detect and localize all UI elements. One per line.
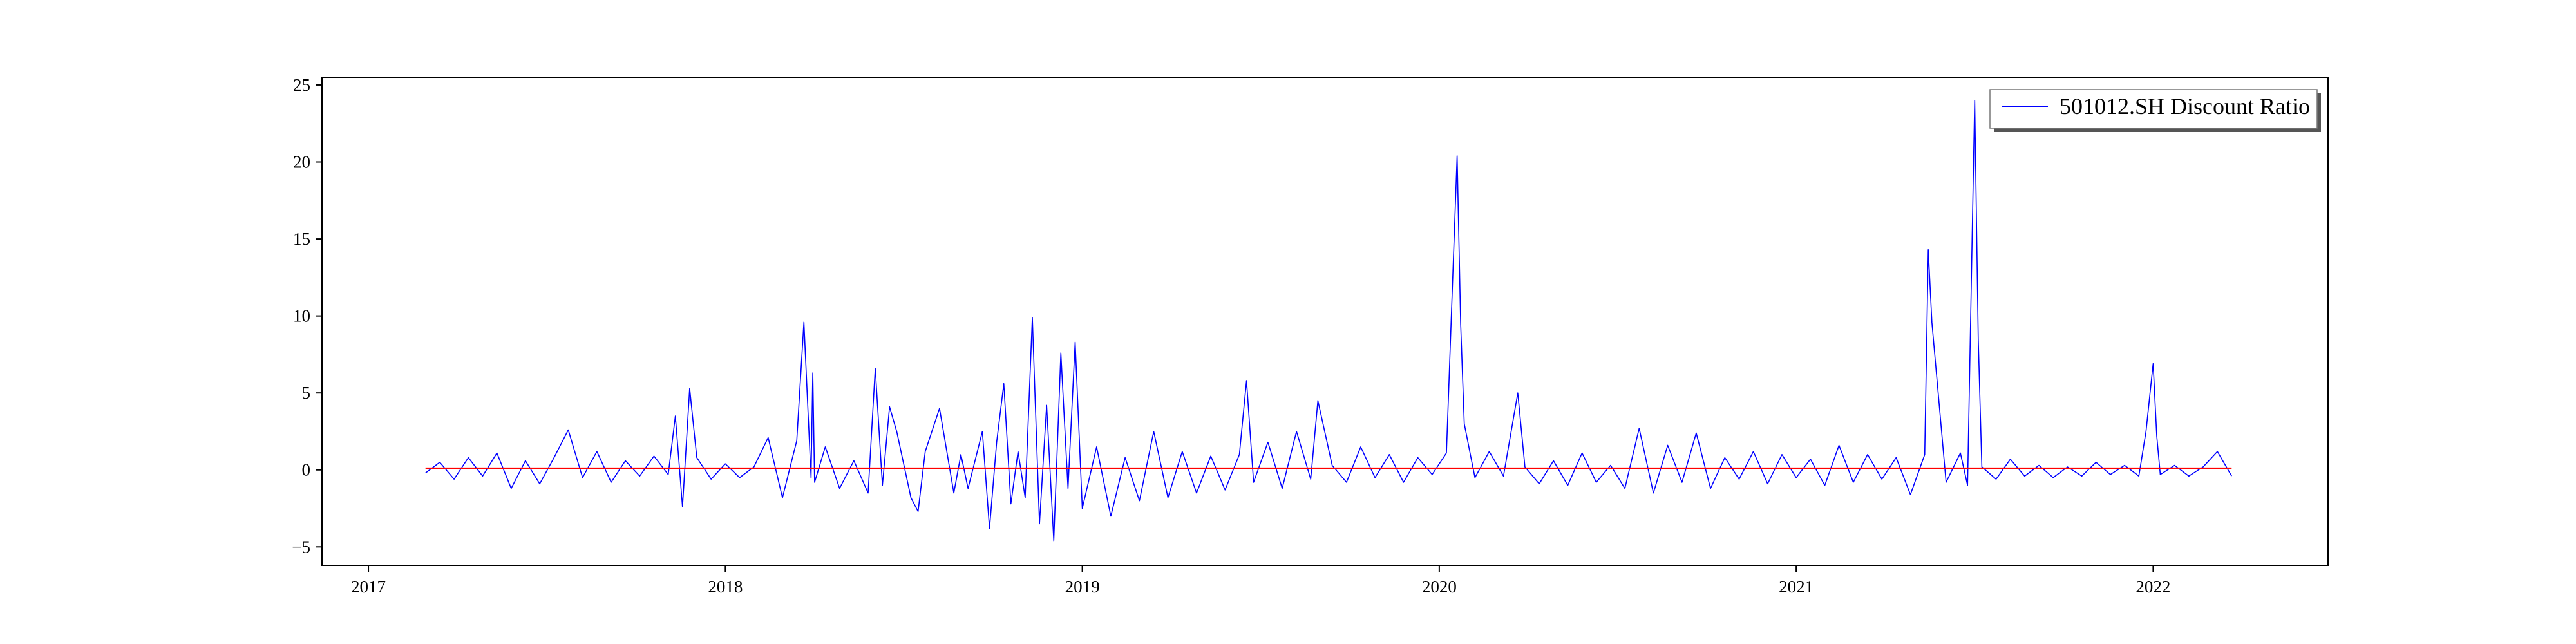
y-tick-label: 20	[293, 153, 310, 172]
x-tick-label: 2021	[1779, 577, 1814, 596]
y-tick-label: 15	[293, 229, 310, 249]
y-axis: −5 0 5 10 15 20 25	[292, 75, 322, 556]
x-tick-label: 2019	[1065, 577, 1100, 596]
legend-box	[1989, 89, 2318, 129]
y-tick-label: 0	[302, 460, 311, 480]
plot-frame	[321, 77, 2329, 566]
legend: 501012.SH Discount Ratio	[1989, 89, 2321, 132]
y-tick-label: −5	[292, 537, 310, 556]
x-tick-label: 2022	[2136, 577, 2170, 596]
x-axis: 2017 2018 2019 2020 2021 2022	[351, 565, 2170, 596]
x-tick-label: 2020	[1422, 577, 1457, 596]
y-tick-label: 25	[293, 75, 310, 95]
discount-ratio-line	[425, 100, 2232, 542]
x-tick-label: 2017	[351, 577, 386, 596]
y-tick-label: 5	[302, 383, 311, 402]
legend-label: 501012.SH Discount Ratio	[2060, 93, 2310, 119]
plot-lines	[425, 100, 2232, 542]
x-tick-label: 2018	[708, 577, 743, 596]
y-tick-label: 10	[293, 307, 310, 326]
